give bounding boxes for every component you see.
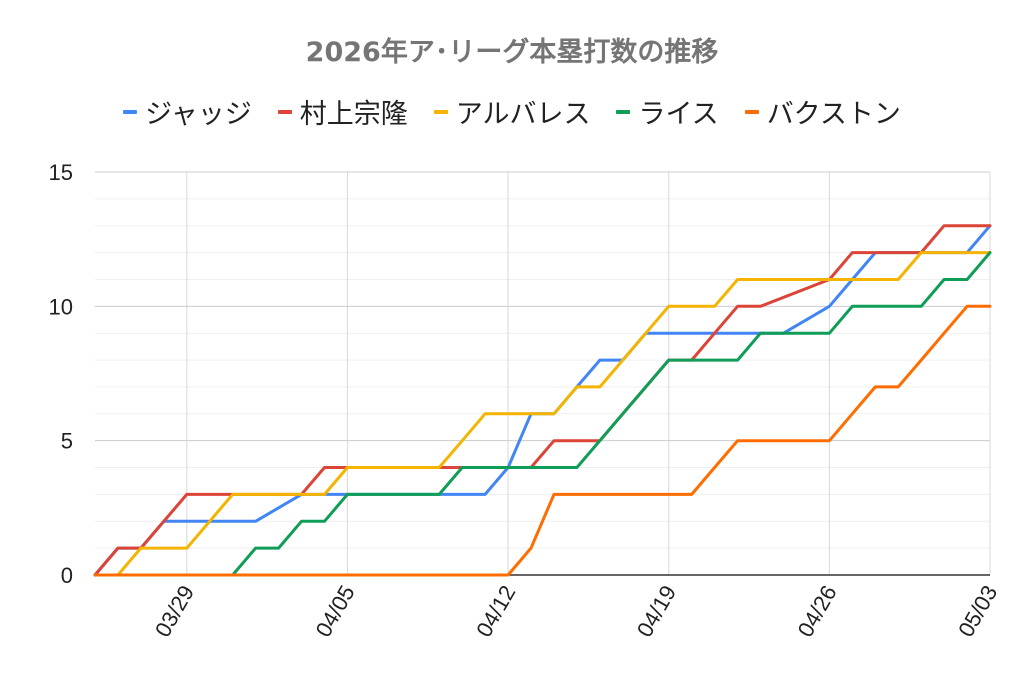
- legend-swatch: [744, 109, 759, 114]
- x-tick-label: 04/19: [632, 581, 681, 641]
- legend-swatch: [616, 109, 631, 114]
- legend-label: ジャッジ: [145, 99, 252, 130]
- legend-item: ジャッジ: [123, 92, 252, 131]
- y-tick-label: 10: [49, 294, 73, 319]
- x-tick-label: 04/26: [793, 581, 842, 641]
- series-line-アルバレス: [93, 251, 992, 577]
- y-tick-label: 5: [61, 429, 73, 454]
- legend-item: アルバレス: [433, 92, 591, 131]
- chart-title: 2026年ア･リーグ本塁打数の推移: [305, 37, 719, 68]
- legend-swatch: [433, 109, 448, 114]
- x-tick-label: 04/05: [311, 581, 360, 641]
- legend-item: ライス: [616, 92, 719, 131]
- legend-label: ライス: [638, 99, 719, 130]
- legend-label: アルバレス: [455, 99, 591, 130]
- legend-swatch: [277, 109, 292, 114]
- legend-item: バクストン: [744, 92, 901, 131]
- legend-label: バクストン: [766, 99, 901, 130]
- y-tick-label: 15: [49, 160, 73, 185]
- x-tick-label: 04/12: [471, 581, 520, 641]
- x-tick-label: 03/29: [150, 581, 199, 641]
- legend-swatch: [123, 109, 138, 114]
- legend-item: 村上宗隆: [277, 92, 408, 131]
- y-tick-label: 0: [61, 563, 73, 588]
- series-line-バクストン: [93, 304, 992, 577]
- legend-label: 村上宗隆: [299, 99, 408, 130]
- x-tick-label: 05/03: [953, 581, 1002, 641]
- series-line-ライス: [93, 251, 992, 577]
- legend: ジャッジ 村上宗隆 アルバレス ライス バクストン: [0, 92, 1024, 131]
